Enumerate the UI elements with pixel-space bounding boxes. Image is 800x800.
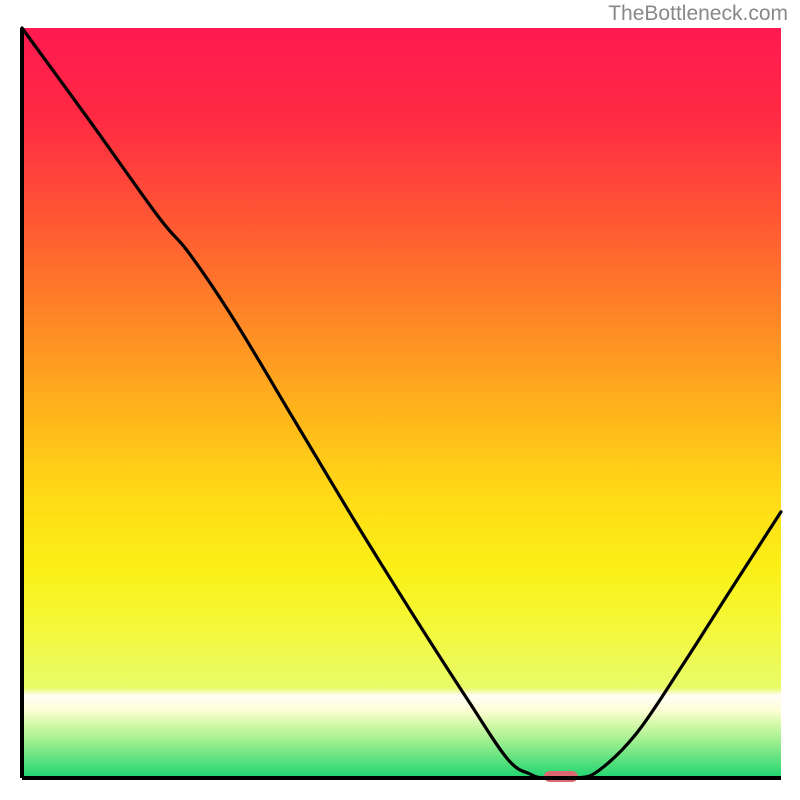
bottleneck-chart xyxy=(0,0,800,800)
chart-container: TheBottleneck.com xyxy=(0,0,800,800)
watermark-text: TheBottleneck.com xyxy=(608,2,788,26)
gradient-background xyxy=(22,28,781,778)
